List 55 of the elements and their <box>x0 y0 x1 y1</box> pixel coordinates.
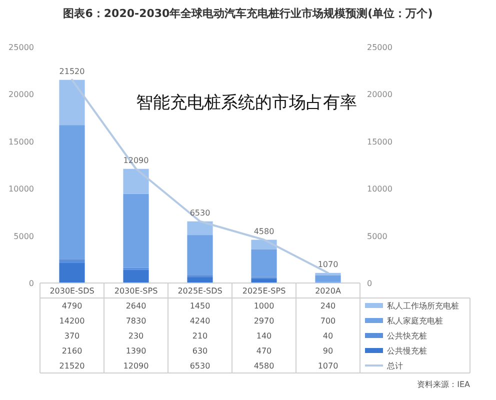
y-tick-label: 15000 <box>8 137 34 146</box>
y2-tick-label: 15000 <box>367 137 392 146</box>
legend-label: 公共快充桩 <box>387 332 427 340</box>
annotation: 资料来源：IEA <box>417 380 470 389</box>
table-value: 1070 <box>318 362 338 370</box>
table-value: 630 <box>192 346 208 356</box>
table-value: 370 <box>64 332 80 340</box>
table-value: 240 <box>320 302 336 310</box>
title: 图表6：2020-2030年全球电动汽车充电桩行业市场规模预测(单位：万个) <box>63 7 433 20</box>
table-value: 470 <box>256 346 272 356</box>
total-label: 12090 <box>123 156 149 165</box>
table-value: 7830 <box>126 316 146 326</box>
table-value: 21520 <box>59 362 85 370</box>
table-value: 40 <box>322 332 334 340</box>
y-tick-label: 10000 <box>8 184 34 194</box>
table-value: 2970 <box>254 316 274 326</box>
table-value: 210 <box>192 332 208 340</box>
table-value: 90 <box>322 346 334 356</box>
table-value: 140 <box>256 332 272 340</box>
table-value: 14200 <box>59 316 85 326</box>
table-value: 1450 <box>190 302 210 310</box>
y-tick-label: 5000 <box>14 232 34 241</box>
legend-label: 私人工作场所充电桩 <box>387 302 459 310</box>
y-tick-label: 20000 <box>8 90 34 100</box>
total-label: 4580 <box>254 226 274 236</box>
y2-tick-label: 20000 <box>367 90 392 100</box>
total-label: 6530 <box>190 208 210 218</box>
y2-tick-label: 0 <box>367 279 372 288</box>
category: 2030E-SPS <box>114 286 158 296</box>
table-value: 4240 <box>190 316 210 326</box>
category: 2025E-SDS <box>178 286 222 296</box>
table-value: 2640 <box>126 302 146 310</box>
table-value: 700 <box>320 316 336 326</box>
table-value: 2160 <box>62 346 82 356</box>
y2-tick-label: 25000 <box>367 43 392 52</box>
table-value: 1390 <box>126 346 146 356</box>
table-value: 230 <box>128 332 144 340</box>
y2-tick-label: 5000 <box>367 232 388 241</box>
y-tick-label: 0 <box>28 279 34 288</box>
table-value: 4790 <box>62 302 82 310</box>
total-label: 21520 <box>59 66 85 76</box>
category: 2030E-SDS <box>50 286 94 296</box>
legend-label: 公共慢充桩 <box>387 346 427 356</box>
table-value: 4580 <box>254 362 274 370</box>
table-value: 1000 <box>254 302 274 310</box>
legend-label: 私人家庭充电桩 <box>387 316 443 326</box>
y-tick-label: 25000 <box>8 43 34 52</box>
table-value: 6530 <box>190 362 210 370</box>
category: 2020A <box>315 286 341 296</box>
category: 2025E-SPS <box>242 286 286 296</box>
table-value: 12090 <box>123 362 149 370</box>
y2-tick-label: 10000 <box>367 184 392 194</box>
total-label: 1070 <box>318 260 338 269</box>
legend-label: 总计 <box>386 362 403 370</box>
annotation: 智能充电桩系统的市场占有率 <box>136 93 357 113</box>
